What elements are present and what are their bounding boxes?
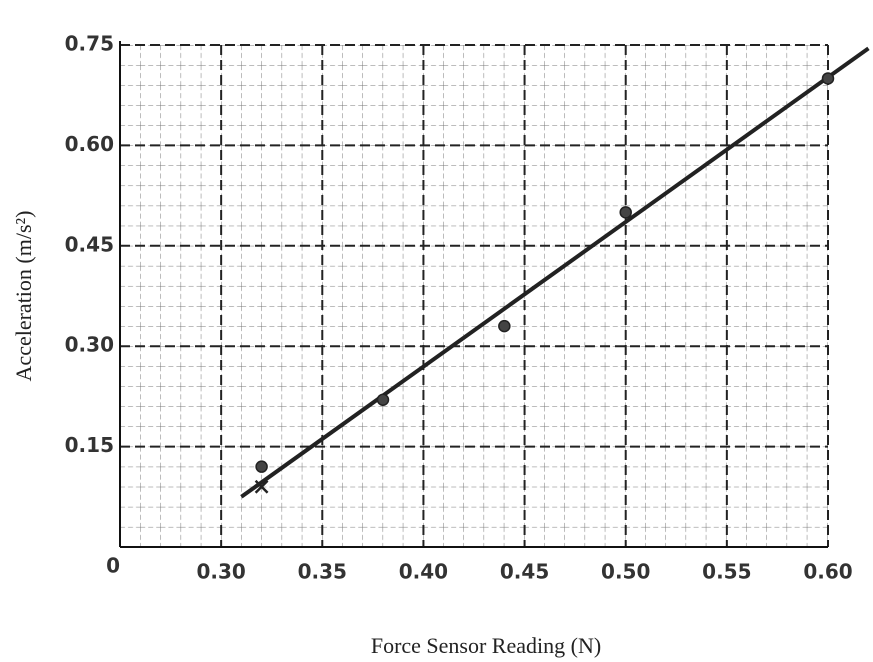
data-point xyxy=(376,393,390,406)
x-tick-label: 0.40 xyxy=(399,560,448,584)
y-tick-label: 0.60 xyxy=(65,132,114,156)
x-axis-title: Force Sensor Reading (N) xyxy=(371,633,601,658)
y-tick-label: 0.75 xyxy=(65,32,114,56)
data-point xyxy=(821,72,835,85)
cross-point xyxy=(254,479,269,494)
x-tick-label: 0.50 xyxy=(601,560,650,584)
x-tick-label: 0.30 xyxy=(196,560,245,584)
x-tick-label: 0.35 xyxy=(298,560,347,584)
y-tick-label: 0.45 xyxy=(65,232,114,256)
data-point xyxy=(498,319,511,333)
x-tick-label: 0.60 xyxy=(803,560,852,584)
y-tick-label: 0.15 xyxy=(65,433,114,457)
data-point xyxy=(619,206,632,219)
x-tick-label: 0.45 xyxy=(500,560,549,584)
fit-line xyxy=(240,46,870,499)
x-tick-label: 0 xyxy=(106,554,120,578)
x-tick-label: 0.55 xyxy=(702,560,751,584)
y-axis-title: Acceleration (m/s²) xyxy=(11,211,36,382)
minor-grid xyxy=(120,45,828,547)
y-tick-label: 0.30 xyxy=(65,333,114,357)
data-point xyxy=(255,460,268,473)
